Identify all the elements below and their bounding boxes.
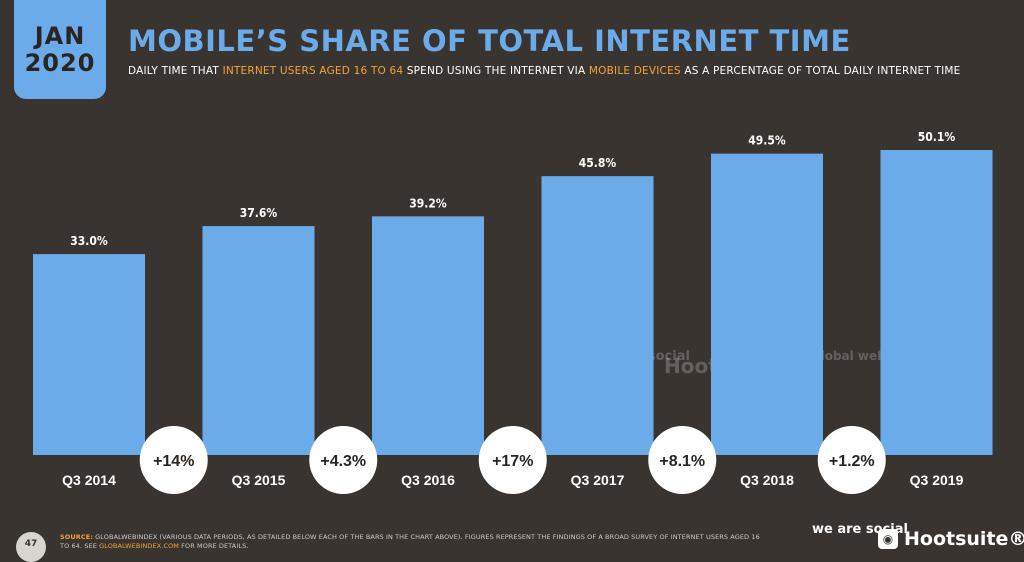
bar — [880, 150, 993, 455]
bar — [33, 254, 145, 455]
value-label: 45.8% — [579, 156, 617, 170]
value-label: 37.6% — [240, 206, 278, 220]
subtitle-highlight-1: INTERNET USERS AGED 16 TO 64 — [222, 65, 404, 77]
hootsuite-logo: ◉ Hootsuite® — [878, 528, 1024, 550]
change-bubble — [478, 426, 547, 494]
change-label: +8.1% — [659, 453, 705, 470]
bar — [711, 153, 823, 455]
value-label: 49.5% — [748, 134, 786, 148]
change-bubble — [817, 426, 886, 494]
category-label: Q3 2017 — [571, 472, 625, 488]
change-bubble — [309, 426, 378, 494]
change-label: +17% — [492, 453, 533, 470]
page-number: 47 — [16, 532, 46, 562]
value-label: 50.1% — [918, 130, 956, 144]
date-year: 2020 — [24, 48, 96, 77]
subtitle-text-1: DAILY TIME THAT — [128, 65, 223, 77]
source-text: GLOBALWEBINDEX (VARIOUS DATA PERIODS, AS… — [60, 533, 760, 550]
value-label: 33.0% — [70, 234, 108, 248]
change-label: +1.2% — [829, 453, 875, 470]
date-badge: JAN 2020 — [14, 0, 106, 99]
bar — [372, 216, 484, 455]
source-link[interactable]: GLOBALWEBINDEX.COM — [99, 542, 180, 550]
source-note: SOURCE: GLOBALWEBINDEX (VARIOUS DATA PER… — [60, 533, 760, 551]
category-label: Q3 2016 — [401, 472, 455, 488]
source-label: SOURCE: — [60, 533, 93, 541]
change-label: +14% — [153, 453, 194, 470]
hootsuite-wordmark: Hootsuite® — [904, 528, 1024, 550]
source-end: FOR MORE DETAILS. — [179, 542, 249, 550]
subtitle-text-3: AS A PERCENTAGE OF TOTAL DAILY INTERNET … — [680, 65, 961, 77]
category-label: Q3 2019 — [910, 472, 964, 488]
category-label: Q3 2014 — [62, 472, 116, 488]
chart-subtitle: DAILY TIME THAT INTERNET USERS AGED 16 T… — [128, 65, 961, 77]
change-bubble — [648, 426, 717, 494]
change-label: +4.3% — [320, 453, 366, 470]
chart-title: MOBILE’S SHARE OF TOTAL INTERNET TIME — [128, 24, 851, 58]
category-label: Q3 2015 — [232, 472, 286, 488]
bar — [541, 176, 654, 455]
date-month: JAN — [34, 21, 86, 50]
subtitle-highlight-2: MOBILE DEVICES — [588, 65, 681, 77]
bar — [202, 226, 315, 455]
category-label: Q3 2018 — [740, 472, 794, 488]
change-bubble — [139, 426, 208, 494]
subtitle-text-2: SPEND USING THE INTERNET VIA — [403, 65, 589, 77]
owl-icon: ◉ — [878, 529, 898, 549]
value-label: 39.2% — [409, 196, 447, 210]
